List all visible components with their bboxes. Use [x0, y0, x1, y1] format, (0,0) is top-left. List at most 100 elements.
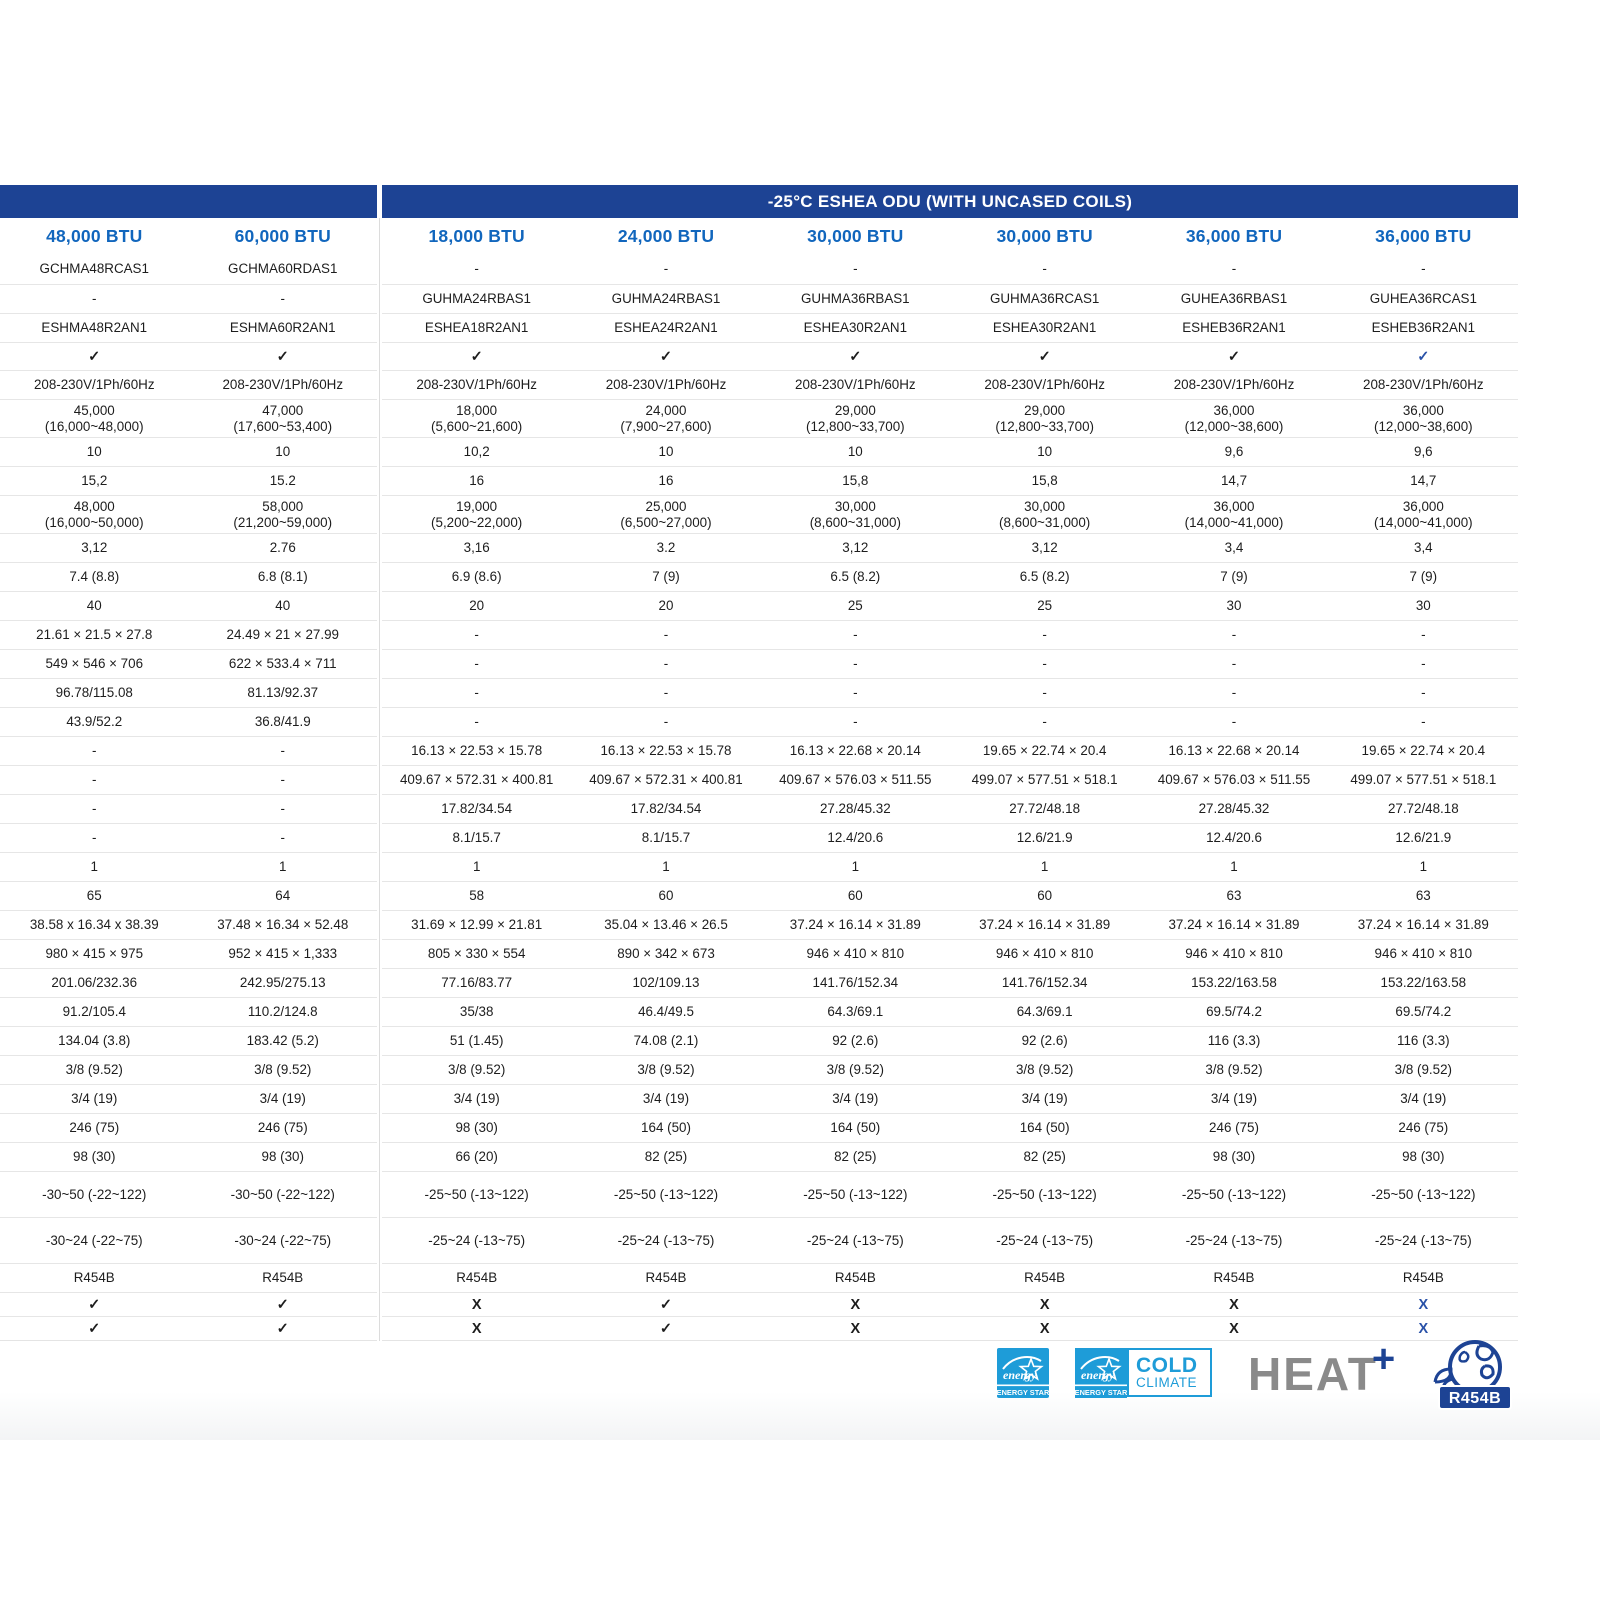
spec-cell: 208-230V/1Ph/60Hz — [33, 377, 155, 392]
spec-cell: GUHEA36RBAS1 — [1180, 291, 1288, 306]
spec-cell: - — [853, 627, 858, 642]
energy-star-logo: energy ENERGY STAR — [997, 1348, 1049, 1398]
spec-cell: 47,000 (17,600~53,400) — [233, 402, 333, 434]
table-row: ------ — [382, 678, 1518, 707]
spec-cell: -25~24 (-13~75) — [1185, 1232, 1283, 1248]
table-row: 7.4 (8.8) 6.8 (8.1) — [0, 562, 377, 591]
check-icon: ✓ — [470, 348, 483, 365]
table-row: ESHEA18R2AN1 ESHEA24R2AN1 ESHEA30R2AN1 ESHE… — [382, 313, 1518, 342]
table-row: 40 40 — [0, 591, 377, 620]
spec-cell: 890 × 342 × 673 — [617, 946, 715, 961]
spec-cell: R454B — [73, 1270, 115, 1285]
section-divider — [377, 185, 382, 1341]
spec-cell: 10 — [658, 444, 674, 459]
table-row: ------ — [382, 620, 1518, 649]
table-row: 48,000 (16,000~50,000) 58,000 (21,200~59,… — [0, 495, 377, 533]
spec-cell: 36,000 (14,000~41,000) — [1373, 498, 1473, 530]
x-icon: X — [1039, 1320, 1050, 1337]
table-row: 91.2/105.4 110.2/124.8 — [0, 997, 377, 1026]
table-row: 38.58 x 16.34 x 38.39 37.48 × 16.34 × 52.… — [0, 910, 377, 939]
energy-star-icon: energy ENERGY STAR — [1075, 1348, 1127, 1398]
spec-cell: 64 — [275, 888, 291, 903]
column-header-btu: 18,000 BTU — [428, 226, 525, 246]
column-header-btu: 30,000 BTU — [807, 226, 904, 246]
spec-cell: 37.24 × 16.14 × 31.89 — [789, 917, 921, 932]
spec-cell: 92 (2.6) — [1021, 1033, 1068, 1048]
spec-cell: 409.67 × 572.31 × 400.81 — [399, 772, 554, 787]
heat-text: HEAT — [1248, 1348, 1378, 1400]
section-left: 48,000 BTU 60,000 BTU GCHMA48RCAS1 GCHMA60R… — [0, 185, 377, 1341]
spec-cell: 64.3/69.1 — [827, 1004, 884, 1019]
spec-cell: 37.24 × 16.14 × 31.89 — [1357, 917, 1489, 932]
spec-cell: 1 — [1419, 859, 1428, 874]
table-row: 66 (20) 82 (25) 82 (25) 82 (25) 98 (30) 98 (3… — [382, 1142, 1518, 1171]
spec-cell: 40 — [86, 598, 102, 613]
table-row: 58 60 60 60 63 63 — [382, 881, 1518, 910]
spec-cell: 6.8 (8.1) — [257, 569, 308, 584]
sheet-bottom-shade — [0, 1392, 1600, 1440]
spec-cell: - — [1042, 714, 1047, 729]
spec-cell: 3/4 (19) — [1210, 1091, 1258, 1106]
energy-star-label: ENERGY STAR — [997, 1388, 1049, 1397]
check-mark-cell: ✓ — [761, 349, 950, 365]
check-icon: ✓ — [659, 1320, 673, 1337]
spec-cell: 7.4 (8.8) — [69, 569, 120, 584]
cold-text: COLD — [1136, 1353, 1198, 1377]
spec-cell: 3/4 (19) — [832, 1091, 879, 1106]
spec-cell: 17.82/34.54 — [441, 801, 513, 816]
spec-cell: 24,000 (7,900~27,600) — [620, 402, 712, 434]
spec-cell: 3/8 (9.52) — [254, 1062, 312, 1077]
spec-cell: 208-230V/1Ph/60Hz — [1173, 377, 1295, 392]
spec-cell: 3,12 — [842, 540, 869, 555]
table-row: -- — [0, 794, 377, 823]
spec-cell: 60 — [658, 888, 674, 903]
spec-cell: 3/8 (9.52) — [637, 1062, 695, 1077]
column-header-btu: 24,000 BTU — [617, 226, 715, 246]
spec-cell: 77.16/83.77 — [441, 975, 513, 990]
certification-logos: energy ENERGY STAR energy ENERGY STAR CO… — [997, 1339, 1525, 1417]
spec-cell: -30~50 (-22~122) — [230, 1186, 335, 1202]
table-row: ✓ ✓ ✓ ✓ ✓ ✓ — [382, 342, 1518, 370]
spec-cell: 81.13/92.37 — [247, 685, 319, 700]
table-row: 65 64 — [0, 881, 377, 910]
spec-cell: -25~50 (-13~122) — [992, 1186, 1097, 1202]
spec-cell: 208-230V/1Ph/60Hz — [1363, 377, 1484, 392]
spec-cell: - — [280, 801, 285, 816]
spec-cell: ESHEA30R2AN1 — [992, 320, 1097, 335]
spec-cell: 208-230V/1Ph/60Hz — [416, 377, 537, 392]
check-mark-cell: ✓ — [189, 1297, 378, 1313]
spec-cell: 1 — [90, 859, 98, 874]
spec-cell: - — [1231, 656, 1237, 671]
spec-cell: 30,000 (8,600~31,000) — [809, 498, 901, 530]
spec-cell: 6.9 (8.6) — [451, 569, 502, 584]
column-header-btu: 48,000 BTU — [46, 226, 143, 246]
table-row: 3/4 (19) 3/4 (19) — [0, 1084, 377, 1113]
spec-cell: - — [1231, 714, 1237, 729]
table-row: 31.69 × 12.99 × 21.81 35.04 × 13.46 × 26.… — [382, 910, 1518, 939]
spec-cell: 208-230V/1Ph/60Hz — [222, 377, 344, 392]
spec-cell: 3/8 (9.52) — [1394, 1062, 1452, 1077]
spec-cell: 201.06/232.36 — [51, 975, 138, 990]
check-icon: ✓ — [276, 348, 289, 365]
x-mark-cell: X — [1329, 1297, 1518, 1313]
spec-cell: - — [92, 743, 97, 758]
spec-cell: ESHEA18R2AN1 — [424, 320, 529, 335]
spec-cell: -25~50 (-13~122) — [803, 1186, 908, 1202]
spec-cell: ESHEB36R2AN1 — [1371, 320, 1476, 335]
spec-cell: 7 (9) — [1220, 569, 1248, 584]
spec-cell: 3/4 (19) — [259, 1091, 306, 1106]
plus-icon: + — [1371, 1337, 1396, 1381]
x-icon: X — [1418, 1296, 1429, 1313]
spec-cell: 82 (25) — [1023, 1149, 1066, 1164]
spec-cell: - — [1042, 627, 1047, 642]
spec-cell: - — [1231, 627, 1237, 642]
spec-cell: 952 × 415 × 1,333 — [228, 946, 338, 961]
spec-cell: - — [853, 656, 858, 671]
check-icon: ✓ — [276, 1320, 289, 1337]
spec-cell: 19.65 × 22.74 × 20.4 — [982, 743, 1107, 758]
spec-cell: 14,7 — [1220, 473, 1248, 488]
spec-cell: - — [1421, 714, 1426, 729]
spec-cell: 46.4/49.5 — [638, 1004, 694, 1019]
spec-cell: 30,000 (8,600~31,000) — [999, 498, 1091, 530]
spec-cell: R454B — [456, 1270, 498, 1285]
